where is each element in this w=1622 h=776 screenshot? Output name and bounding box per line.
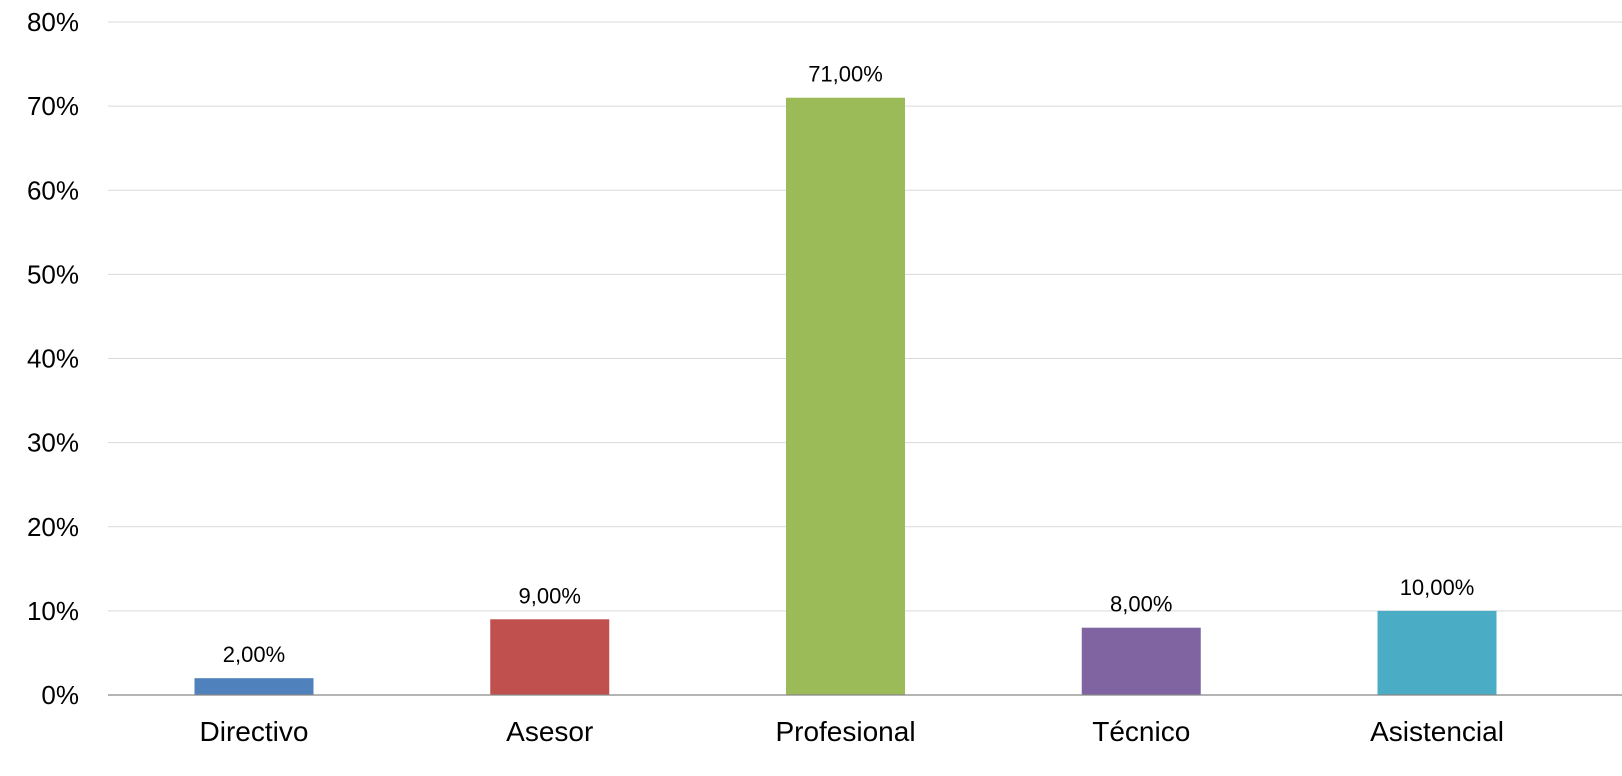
y-tick-label: 0% xyxy=(41,680,79,710)
data-label: 2,00% xyxy=(223,642,285,667)
y-tick-label: 50% xyxy=(27,259,79,289)
x-category-label: Asistencial xyxy=(1370,716,1504,747)
y-axis-ticks: 0% 10% 20% 30% 40% 50% 60% 70% 80% xyxy=(27,7,79,710)
y-tick-label: 80% xyxy=(27,7,79,37)
bar-asistencial xyxy=(1377,610,1497,695)
bar-asesor xyxy=(490,619,610,695)
data-label: 10,00% xyxy=(1400,575,1475,600)
data-label: 8,00% xyxy=(1110,592,1172,617)
y-tick-label: 70% xyxy=(27,91,79,121)
y-tick-label: 30% xyxy=(27,428,79,458)
y-tick-label: 40% xyxy=(27,344,79,374)
data-labels: 2,00% 9,00% 71,00% 8,00% 10,00% xyxy=(223,62,1475,667)
y-tick-label: 60% xyxy=(27,175,79,205)
x-axis-categories: Directivo Asesor Profesional Técnico Asisten… xyxy=(200,716,1504,747)
x-category-label: Profesional xyxy=(775,716,915,747)
y-tick-label: 10% xyxy=(27,596,79,626)
y-tick-label: 20% xyxy=(27,512,79,542)
bar-directivo xyxy=(194,678,314,695)
x-category-label: Técnico xyxy=(1092,716,1190,747)
x-category-label: Directivo xyxy=(200,716,309,747)
bar-t-cnico xyxy=(1081,627,1201,695)
data-label: 71,00% xyxy=(808,62,883,87)
data-label: 9,00% xyxy=(519,583,581,608)
bar-profesional xyxy=(786,97,905,695)
bars xyxy=(194,97,1497,695)
x-category-label: Asesor xyxy=(506,716,593,747)
